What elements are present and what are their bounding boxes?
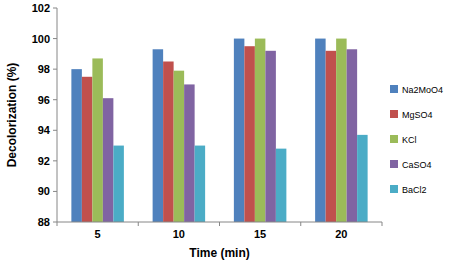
bar <box>195 146 206 222</box>
y-tick-label: 90 <box>38 185 50 197</box>
bar <box>315 39 326 222</box>
bar <box>234 39 245 222</box>
bar <box>265 51 276 222</box>
bar <box>326 51 337 222</box>
y-tick <box>53 99 57 100</box>
y-axis <box>57 8 58 222</box>
y-tick <box>53 222 57 223</box>
x-tick-label: 15 <box>254 228 266 240</box>
bar <box>92 58 103 222</box>
y-tick <box>53 8 57 9</box>
bar <box>184 84 195 222</box>
bar <box>163 62 174 223</box>
y-tick-label: 96 <box>38 94 50 106</box>
x-tick-label: 5 <box>95 228 101 240</box>
legend-label: KCl <box>402 135 417 145</box>
y-tick-label: 92 <box>38 155 50 167</box>
y-tick-label: 94 <box>38 124 51 136</box>
y-axis-title: Decolorization (%) <box>5 63 19 168</box>
x-tick-label: 20 <box>335 228 347 240</box>
legend-label: MgSO4 <box>402 110 433 120</box>
y-tick <box>53 38 57 39</box>
legend-swatch <box>390 85 398 93</box>
x-tick <box>57 222 58 226</box>
y-tick <box>53 69 57 70</box>
bar <box>336 39 347 222</box>
legend-swatch <box>390 160 398 168</box>
bar <box>82 77 93 222</box>
bar <box>244 46 255 222</box>
legend-swatch <box>390 185 398 193</box>
bars <box>71 39 367 222</box>
bar <box>276 149 287 222</box>
chart-svg: 88 90 92 94 96 98 100 102 5 10 15 20 Time (min) Decol… <box>0 0 459 263</box>
bar <box>255 39 266 222</box>
y-tick <box>53 160 57 161</box>
legend-swatch <box>390 135 398 143</box>
y-tick <box>53 191 57 192</box>
legend-label: Na2MoO4 <box>402 85 443 95</box>
bar <box>71 69 82 222</box>
bar <box>347 49 358 222</box>
legend-label: CaSO4 <box>402 160 432 170</box>
y-tick <box>53 130 57 131</box>
legend-label: BaCl2 <box>402 185 427 195</box>
legend-swatch <box>390 110 398 118</box>
x-tick <box>382 222 383 226</box>
bar <box>113 146 124 222</box>
x-tick <box>300 222 301 226</box>
bar <box>103 98 114 222</box>
x-tick <box>219 222 220 226</box>
y-tick-label: 102 <box>32 2 50 14</box>
y-tick-label: 100 <box>32 33 50 45</box>
x-axis-title: Time (min) <box>189 246 249 260</box>
y-tick-label: 98 <box>38 63 50 75</box>
bar <box>174 71 185 222</box>
x-tick-label: 10 <box>173 228 185 240</box>
y-tick-label: 88 <box>38 216 50 228</box>
bar <box>357 135 368 222</box>
chart-container: 88 90 92 94 96 98 100 102 5 10 15 20 Time (min) Decol… <box>0 0 459 263</box>
bar <box>153 49 164 222</box>
x-tick <box>138 222 139 226</box>
